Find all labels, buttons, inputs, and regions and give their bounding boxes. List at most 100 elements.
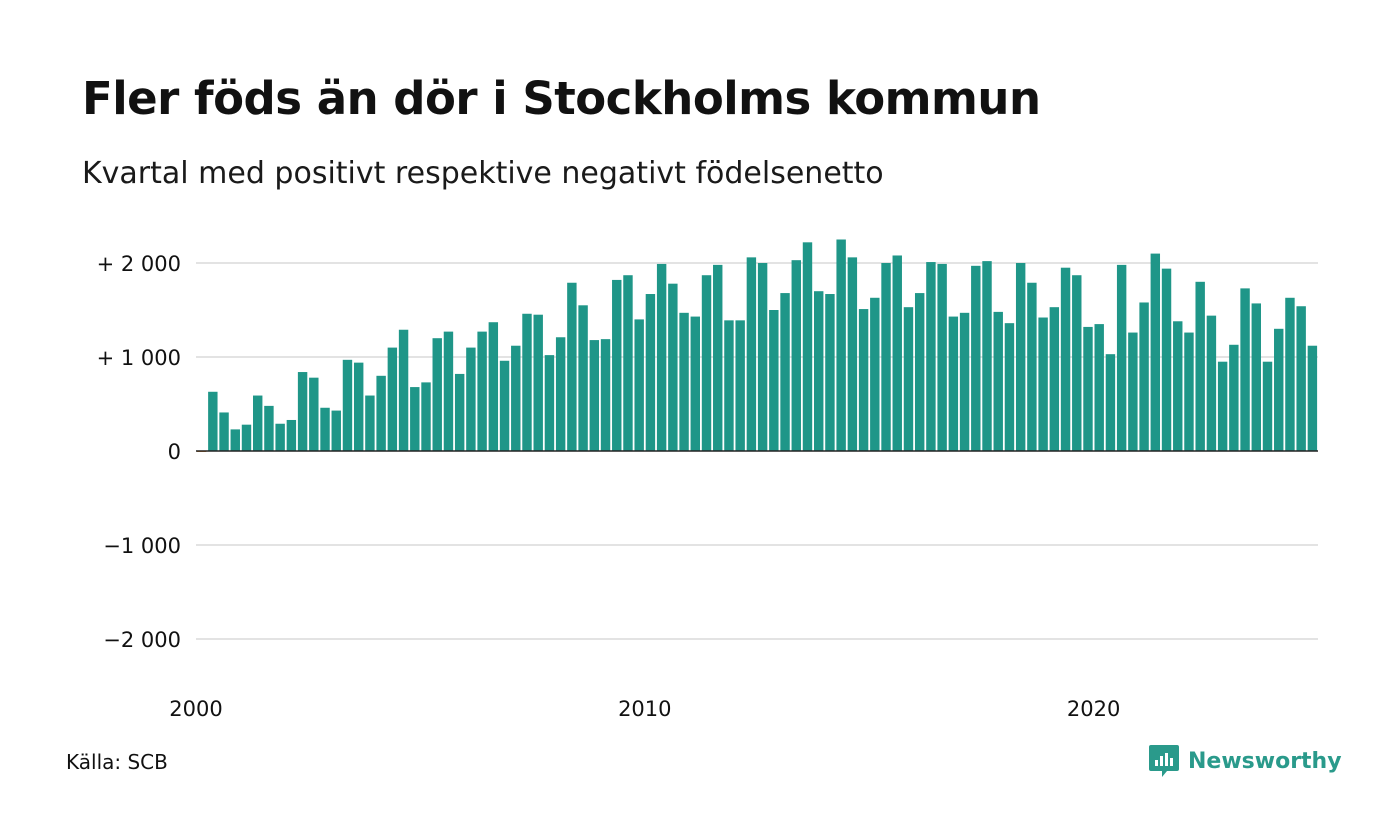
bar xyxy=(1116,264,1127,451)
bar xyxy=(847,257,858,451)
bar xyxy=(1184,332,1194,451)
bar xyxy=(1060,267,1071,451)
bar xyxy=(544,355,555,451)
bar xyxy=(477,331,487,451)
bar xyxy=(937,263,947,451)
bar xyxy=(679,312,689,451)
bar xyxy=(1307,345,1318,451)
bar xyxy=(1195,281,1205,451)
bar xyxy=(511,345,521,451)
bar xyxy=(353,362,364,451)
bar xyxy=(320,407,330,451)
x-axis-labels: 2000 2010 2020 xyxy=(169,697,1120,721)
bar xyxy=(735,320,745,451)
bar xyxy=(578,305,588,451)
bar xyxy=(600,339,611,451)
brand-name: Newsworthy xyxy=(1188,748,1342,774)
bar xyxy=(1251,303,1261,451)
bar xyxy=(589,340,600,451)
bar xyxy=(1296,306,1306,451)
x-tick-label: 2000 xyxy=(169,697,222,721)
bars xyxy=(196,239,1318,452)
chart-title: Fler föds än dör i Stockholms kommun xyxy=(82,72,1041,125)
bar xyxy=(1262,361,1273,451)
bar xyxy=(948,316,959,451)
bar xyxy=(914,293,925,451)
bar xyxy=(1105,354,1116,451)
bar xyxy=(668,283,678,451)
bar xyxy=(656,263,667,451)
bar xyxy=(387,347,398,451)
bar xyxy=(1240,288,1250,451)
bar xyxy=(713,264,723,451)
bar xyxy=(275,423,285,451)
bar xyxy=(1161,268,1172,451)
bar xyxy=(376,375,386,451)
bar xyxy=(1217,361,1228,451)
bar xyxy=(342,359,353,451)
bar xyxy=(802,242,813,451)
bar xyxy=(993,311,1003,451)
bar xyxy=(791,260,801,451)
bar xyxy=(1027,282,1037,451)
bar xyxy=(1173,321,1183,451)
bar xyxy=(297,372,308,451)
bar xyxy=(1004,323,1015,451)
bar xyxy=(634,319,644,451)
y-axis-labels: + 2 000 + 1 000 0 −1 000 −2 000 xyxy=(97,252,181,652)
y-tick-label: + 1 000 xyxy=(97,346,181,370)
bar xyxy=(567,282,577,451)
bar xyxy=(1038,317,1048,451)
bar xyxy=(398,329,409,451)
bar xyxy=(443,331,454,451)
bar xyxy=(1206,315,1217,451)
bar xyxy=(230,429,240,451)
bar xyxy=(466,347,476,451)
bar-chart: + 2 000 + 1 000 0 −1 000 −2 000 2000 2010 2020 xyxy=(97,239,1318,721)
bar xyxy=(488,322,499,451)
bar xyxy=(555,337,566,451)
bar xyxy=(1094,324,1104,451)
bar xyxy=(858,309,869,451)
bar xyxy=(825,294,835,451)
bar xyxy=(757,263,768,451)
y-tick-label: −2 000 xyxy=(103,628,181,652)
bar xyxy=(219,412,229,451)
bar xyxy=(645,294,656,451)
bar xyxy=(1072,275,1082,451)
bar xyxy=(499,360,510,451)
bar xyxy=(612,279,622,451)
bar xyxy=(690,316,700,451)
bar xyxy=(724,320,734,451)
bar xyxy=(1083,326,1093,451)
newsworthy-logo: Newsworthy xyxy=(1148,744,1342,778)
y-tick-label: 0 xyxy=(168,440,181,464)
bar xyxy=(926,262,936,451)
source-note: Källa: SCB xyxy=(66,750,168,774)
bar xyxy=(309,377,319,451)
bar xyxy=(208,391,218,451)
bar xyxy=(410,387,420,451)
bar xyxy=(892,255,902,451)
bar xyxy=(746,257,757,451)
bar xyxy=(1015,263,1026,451)
x-tick-label: 2020 xyxy=(1067,697,1120,721)
bar xyxy=(331,410,341,451)
bar xyxy=(1274,328,1284,451)
x-tick-label: 2010 xyxy=(618,697,671,721)
bar xyxy=(1049,307,1060,451)
bar xyxy=(1229,344,1239,451)
newsworthy-logo-icon xyxy=(1149,745,1179,777)
bar xyxy=(814,291,824,451)
bar xyxy=(1128,332,1138,451)
bar xyxy=(522,313,532,451)
bar xyxy=(533,314,543,451)
y-tick-label: + 2 000 xyxy=(97,252,181,276)
bar xyxy=(903,307,914,451)
bar xyxy=(836,239,846,451)
bar xyxy=(432,338,442,451)
chart-subtitle: Kvartal med positivt respektive negativt… xyxy=(82,156,884,191)
bar xyxy=(623,275,633,451)
y-tick-label: −1 000 xyxy=(103,534,181,558)
bar xyxy=(982,261,992,451)
